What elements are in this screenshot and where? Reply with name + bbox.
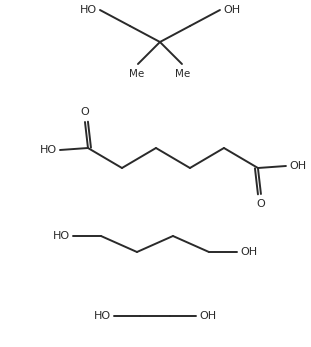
Text: OH: OH <box>223 5 240 15</box>
Text: OH: OH <box>199 311 216 321</box>
Text: Me: Me <box>129 69 145 79</box>
Text: O: O <box>257 199 265 209</box>
Text: O: O <box>81 107 89 117</box>
Text: HO: HO <box>94 311 111 321</box>
Text: HO: HO <box>40 145 57 155</box>
Text: HO: HO <box>53 231 70 241</box>
Text: Me: Me <box>175 69 191 79</box>
Text: OH: OH <box>289 161 306 171</box>
Text: OH: OH <box>240 247 257 257</box>
Text: HO: HO <box>80 5 97 15</box>
